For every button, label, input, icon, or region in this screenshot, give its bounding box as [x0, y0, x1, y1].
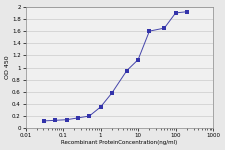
Point	[185, 11, 189, 13]
Point	[42, 120, 46, 122]
Point	[148, 30, 151, 32]
Point	[54, 119, 57, 122]
X-axis label: Recombinant ProteinConcentration(ng/ml): Recombinant ProteinConcentration(ng/ml)	[61, 140, 178, 145]
Point	[136, 58, 140, 61]
Point	[88, 115, 91, 117]
Point	[65, 118, 68, 121]
Y-axis label: OD 450: OD 450	[5, 56, 10, 79]
Point	[162, 27, 166, 29]
Point	[174, 12, 178, 14]
Point	[76, 117, 80, 119]
Point	[99, 106, 102, 108]
Point	[125, 69, 129, 72]
Point	[110, 92, 114, 94]
